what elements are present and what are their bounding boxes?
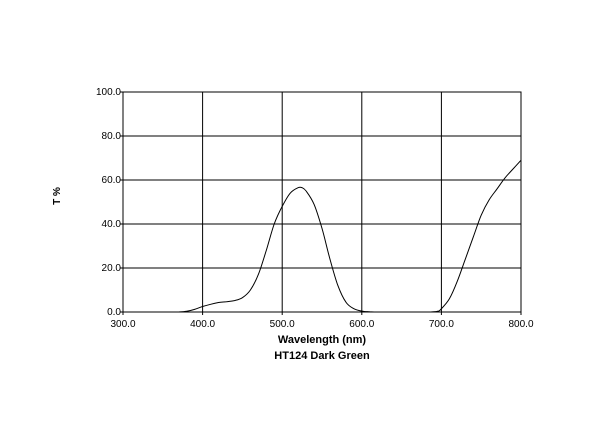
x-tick-label: 300.0: [110, 319, 135, 330]
x-tick-label: 500.0: [270, 319, 295, 330]
y-tick-label: 80.0: [102, 131, 122, 142]
y-axis-ticks: 0.0 20.0 40.0 60.0 80.0 100.0: [96, 87, 123, 318]
chart-title: HT124 Dark Green: [274, 350, 370, 362]
y-axis-label: T %: [52, 187, 63, 205]
x-tick-label: 800.0: [508, 319, 533, 330]
plot-area-frame: [122, 91, 522, 313]
y-tick-label: 0.0: [107, 307, 121, 318]
y-tick-label: 20.0: [102, 263, 122, 274]
x-tick-label: 600.0: [349, 319, 374, 330]
x-tick-label: 700.0: [429, 319, 454, 330]
x-axis-ticks: 300.0 400.0 500.0 600.0 700.0 800.0: [110, 312, 534, 330]
y-tick-label: 40.0: [102, 219, 122, 230]
transmission-curve: [178, 159, 522, 313]
grid-lines: [122, 91, 522, 313]
x-tick-label: 400.0: [190, 319, 215, 330]
y-tick-label: 100.0: [96, 87, 121, 98]
y-tick-label: 60.0: [102, 175, 122, 186]
x-axis-label: Wavelength (nm): [278, 334, 367, 346]
